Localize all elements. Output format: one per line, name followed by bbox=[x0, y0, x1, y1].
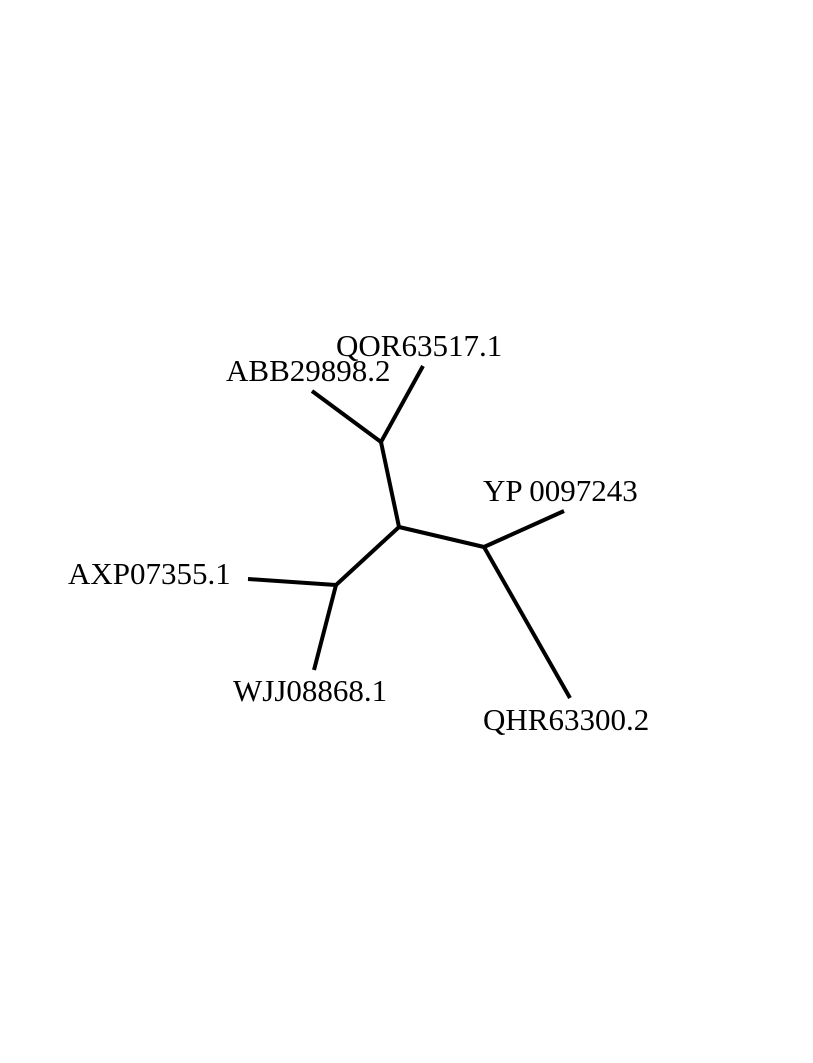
tree-branches bbox=[247, 365, 572, 699]
tip-label-qhr: QHR63300.2 bbox=[483, 702, 649, 737]
tip-labels: QOR63517.1 ABB29898.2 YP 0097243 AXP0735… bbox=[68, 328, 649, 737]
branch-right-qhr bbox=[482, 546, 572, 699]
tip-label-wjj: WJJ08868.1 bbox=[233, 673, 387, 708]
branch-upper-qor bbox=[379, 365, 425, 443]
tip-label-yp: YP 0097243 bbox=[483, 473, 638, 508]
branch-center-right bbox=[398, 525, 485, 549]
tip-label-abb: ABB29898.2 bbox=[226, 353, 391, 388]
tip-label-qor: QOR63517.1 bbox=[336, 328, 502, 363]
branch-left-axp bbox=[247, 577, 337, 587]
branch-upper-abb bbox=[310, 389, 383, 444]
branch-center-left bbox=[334, 525, 401, 587]
branch-left-wjj bbox=[312, 584, 338, 671]
branch-right-yp bbox=[483, 509, 565, 549]
tip-label-axp: AXP07355.1 bbox=[68, 556, 231, 591]
branch-center-upper bbox=[379, 441, 401, 528]
